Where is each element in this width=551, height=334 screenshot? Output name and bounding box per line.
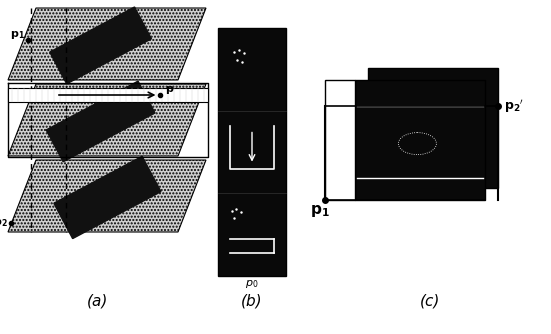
Polygon shape — [8, 88, 208, 102]
Polygon shape — [325, 80, 355, 200]
Text: (c): (c) — [420, 293, 440, 308]
Text: $\mathbf{p_2}$: $\mathbf{p_2}$ — [0, 217, 8, 229]
Polygon shape — [218, 28, 286, 276]
Polygon shape — [54, 156, 161, 238]
Polygon shape — [50, 7, 152, 84]
Text: (a): (a) — [87, 293, 109, 308]
Text: $\mathbf{p}$: $\mathbf{p}$ — [165, 84, 175, 96]
Polygon shape — [8, 8, 206, 80]
Polygon shape — [355, 80, 485, 200]
Text: $\mathbf{p_2}'$: $\mathbf{p_2}'$ — [504, 98, 524, 115]
Polygon shape — [8, 160, 206, 232]
Text: $p_0$: $p_0$ — [245, 278, 259, 290]
Polygon shape — [46, 81, 155, 162]
Text: (b): (b) — [241, 293, 263, 308]
Polygon shape — [8, 84, 206, 156]
Text: $\mathbf{p_1}$: $\mathbf{p_1}$ — [10, 29, 25, 41]
Polygon shape — [368, 68, 498, 188]
Text: $\mathbf{p_1}$: $\mathbf{p_1}$ — [310, 203, 330, 219]
